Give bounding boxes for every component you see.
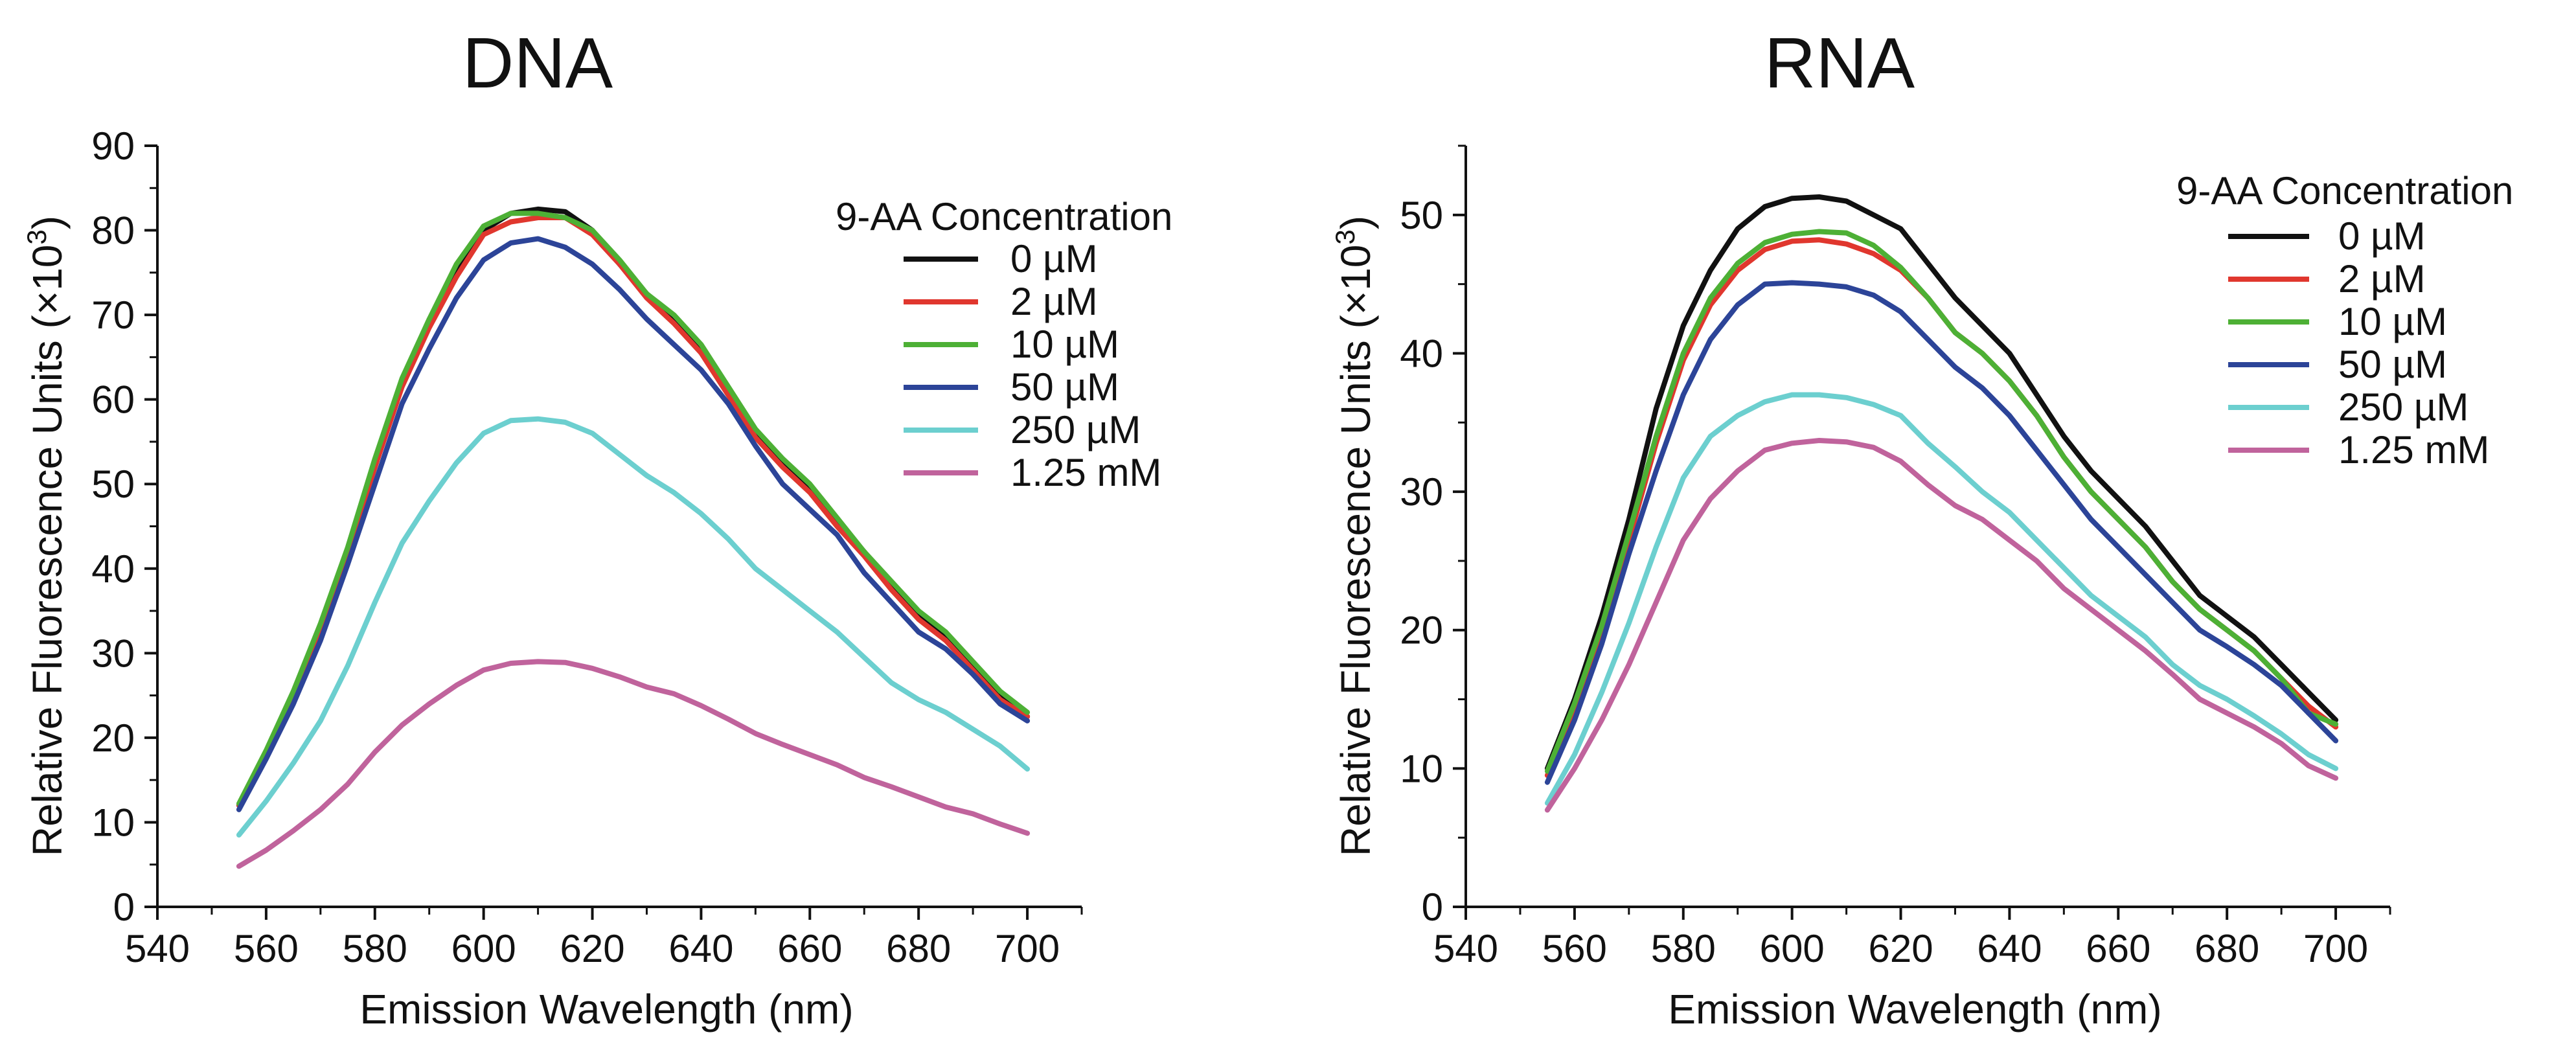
rna-legend-label-1-25-mm: 1.25 mM [2338, 428, 2489, 472]
rna-x-tick-label: 620 [1868, 927, 1933, 970]
dna-x-tick-label: 580 [343, 927, 407, 970]
dna-x-tick-label: 560 [234, 927, 299, 970]
dna-legend-label-1-25-mm: 1.25 mM [1010, 451, 1161, 494]
dna-x-tick-label: 540 [125, 927, 190, 970]
dna-legend-label-10-um: 10 µM [1010, 323, 1119, 366]
dna-x-tick-label: 600 [451, 927, 516, 970]
rna-series-10-um [1544, 229, 2339, 774]
rna-legend-label-2-um: 2 µM [2338, 257, 2426, 301]
rna-y-tick-label: 30 [1400, 470, 1443, 514]
rna-legend-title: 9-AA Concentration [2176, 169, 2513, 212]
rna-series-1-25-mm [1544, 438, 2339, 813]
rna-x-tick-label: 700 [2303, 927, 2368, 970]
rna-legend-label-250-um: 250 µM [2338, 385, 2468, 429]
dna-y-axis-label: Relative Fluorescence Units (×103) [21, 216, 71, 856]
dna-x-tick-label: 680 [886, 927, 951, 970]
rna-legend-label-10-um: 10 µM [2338, 300, 2447, 343]
dna-y-tick-label: 30 [91, 632, 135, 675]
rna-x-tick-label: 680 [2194, 927, 2259, 970]
dna-x-tick-label: 620 [560, 927, 624, 970]
rna-legend-label-0-um: 0 µM [2338, 214, 2426, 258]
rna-chart-title: RNA [1764, 23, 1915, 103]
dna-x-tick-label: 660 [777, 927, 842, 970]
dna-chart-panel: DNA 540 560 580 600 620 640 660 680 700 0 10 20 30 40 5… [21, 23, 1172, 1033]
dna-y-tick-label: 90 [91, 124, 135, 168]
dna-y-tick-label: 40 [91, 547, 135, 591]
dna-series-10-um [236, 211, 1031, 806]
dna-x-axis-label: Emission Wavelength (nm) [359, 986, 853, 1033]
rna-x-tick-label: 600 [1760, 927, 1825, 970]
dna-legend-label-50-um: 50 µM [1010, 365, 1119, 409]
rna-x-tick-label: 540 [1433, 927, 1498, 970]
dna-x-tick-label: 700 [995, 927, 1060, 970]
rna-y-tick-label: 50 [1400, 194, 1443, 237]
rna-x-tick-label: 560 [1542, 927, 1607, 970]
rna-series-50-um [1544, 280, 2339, 785]
rna-series-0-um [1544, 194, 2339, 771]
dna-series-50-um [236, 236, 1031, 812]
rna-y-axis-label: Relative Fluorescence Units (×103) [1330, 216, 1379, 856]
dna-y-tick-label: 50 [91, 462, 135, 506]
rna-series-250-um [1544, 392, 2339, 806]
rna-y-tick-label: 40 [1400, 332, 1443, 375]
rna-x-tick-label: 580 [1651, 927, 1716, 970]
rna-x-tick-label: 640 [1977, 927, 2042, 970]
dna-series-250-um [236, 416, 1031, 838]
dna-legend-label-0-um: 0 µM [1010, 237, 1098, 280]
dna-legend-label-2-um: 2 µM [1010, 280, 1098, 323]
dna-y-tick-label: 10 [91, 801, 135, 844]
dna-x-tick-label: 640 [668, 927, 733, 970]
dna-y-tick-label: 70 [91, 293, 135, 337]
rna-x-axis-label: Emission Wavelength (nm) [1668, 986, 2161, 1033]
rna-y-tick-label: 10 [1400, 747, 1443, 790]
dna-y-tick-label: 0 [113, 885, 135, 929]
dna-y-tick-label: 60 [91, 378, 135, 422]
dna-y-tick-label: 20 [91, 716, 135, 760]
rna-x-tick-label: 660 [2086, 927, 2150, 970]
dna-y-tick-label: 80 [91, 209, 135, 253]
dna-series-1-25-mm [236, 659, 1031, 869]
rna-y-tick-label: 0 [1422, 885, 1443, 929]
dna-legend-label-250-um: 250 µM [1010, 408, 1141, 451]
rna-chart-panel: RNA 540 560 580 600 620 640 660 680 700 0 10 20 30 40 5… [1330, 23, 2513, 1033]
rna-legend-label-50-um: 50 µM [2338, 343, 2447, 386]
dna-chart-title: DNA [462, 23, 613, 103]
rna-y-tick-label: 20 [1400, 609, 1443, 652]
dna-legend-title: 9-AA Concentration [836, 195, 1172, 238]
dna-series-0-um [236, 206, 1031, 808]
